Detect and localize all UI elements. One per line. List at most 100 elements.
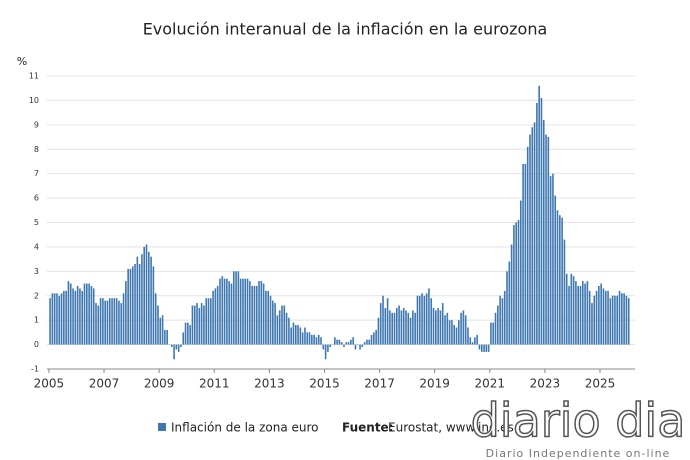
- bar: [267, 290, 270, 345]
- bar: [480, 344, 483, 352]
- bar: [81, 290, 84, 345]
- bar: [106, 300, 109, 345]
- bar: [559, 215, 561, 345]
- bar: [120, 303, 123, 345]
- bar: [108, 298, 111, 345]
- x-tick-label: 2021: [475, 377, 506, 391]
- y-tick-label: 9: [34, 120, 39, 129]
- x-tick-label: 2017: [364, 377, 395, 391]
- bar: [290, 327, 292, 345]
- bar: [235, 271, 237, 345]
- bar: [586, 281, 589, 345]
- y-tick-label: 11: [29, 72, 39, 81]
- bar: [308, 332, 311, 345]
- bar: [370, 334, 373, 345]
- bar: [251, 285, 253, 345]
- bar: [453, 325, 456, 345]
- bar: [614, 295, 616, 345]
- bar: [538, 85, 540, 345]
- bar: [609, 298, 612, 345]
- bar: [363, 342, 366, 345]
- bar: [457, 320, 460, 345]
- bar: [136, 256, 139, 345]
- bar: [515, 222, 518, 345]
- bar: [111, 298, 113, 345]
- bar: [579, 285, 582, 345]
- bar: [510, 244, 513, 345]
- bar: [288, 317, 290, 345]
- bar: [272, 300, 274, 345]
- bar: [570, 273, 573, 345]
- bar: [375, 329, 377, 345]
- bar: [556, 210, 559, 345]
- bar: [384, 307, 387, 345]
- bar: [205, 298, 208, 345]
- bar: [517, 220, 520, 345]
- bar: [173, 344, 175, 360]
- y-tick-label: 6: [34, 194, 39, 203]
- bar: [423, 295, 426, 345]
- bar: [366, 339, 368, 345]
- bar: [86, 283, 88, 345]
- bar: [74, 290, 77, 345]
- bar: [400, 310, 403, 345]
- bar: [533, 122, 536, 345]
- bar: [196, 303, 198, 345]
- bar: [246, 278, 249, 345]
- bar: [513, 224, 515, 345]
- bar: [416, 295, 419, 345]
- bar: [398, 305, 400, 345]
- bar: [490, 322, 492, 345]
- bar: [531, 127, 534, 345]
- bar: [469, 337, 472, 345]
- source-label: Fuente:: [342, 421, 394, 435]
- bar: [311, 334, 313, 345]
- bar: [552, 173, 554, 345]
- bar: [212, 290, 214, 345]
- bar: [200, 303, 203, 345]
- bar: [191, 305, 194, 345]
- watermark-brand: diario dia: [471, 394, 686, 448]
- bar: [327, 344, 329, 352]
- bar: [554, 195, 557, 345]
- bar: [306, 332, 309, 345]
- bar: [265, 290, 267, 345]
- bar: [600, 283, 602, 345]
- bar: [503, 290, 506, 345]
- bar: [281, 305, 283, 345]
- bar: [53, 293, 56, 345]
- bar: [565, 273, 568, 345]
- bar: [67, 281, 70, 345]
- bar: [324, 344, 327, 360]
- bar: [462, 310, 465, 345]
- bar: [134, 264, 136, 345]
- bar: [63, 290, 65, 345]
- bar: [602, 288, 605, 345]
- y-tick-label: 10: [29, 96, 39, 105]
- bar: [244, 278, 247, 345]
- bar: [315, 337, 318, 345]
- bar: [435, 310, 437, 345]
- bar: [72, 288, 74, 345]
- bar: [572, 276, 575, 345]
- y-axis-label: %: [17, 55, 27, 68]
- bar: [56, 293, 58, 345]
- bar: [157, 305, 159, 345]
- bar: [536, 102, 538, 345]
- bar: [141, 254, 143, 345]
- bar: [297, 325, 299, 345]
- bar: [138, 264, 141, 345]
- bar: [49, 298, 51, 345]
- bar: [127, 268, 129, 345]
- bar: [616, 295, 619, 345]
- bar: [402, 307, 405, 345]
- bar: [345, 342, 348, 345]
- bar: [577, 285, 579, 345]
- bar: [313, 334, 315, 345]
- bar: [242, 278, 244, 345]
- bar: [113, 298, 116, 345]
- bar: [102, 298, 104, 345]
- bar: [180, 344, 182, 348]
- bar: [221, 276, 224, 345]
- bar: [407, 312, 410, 345]
